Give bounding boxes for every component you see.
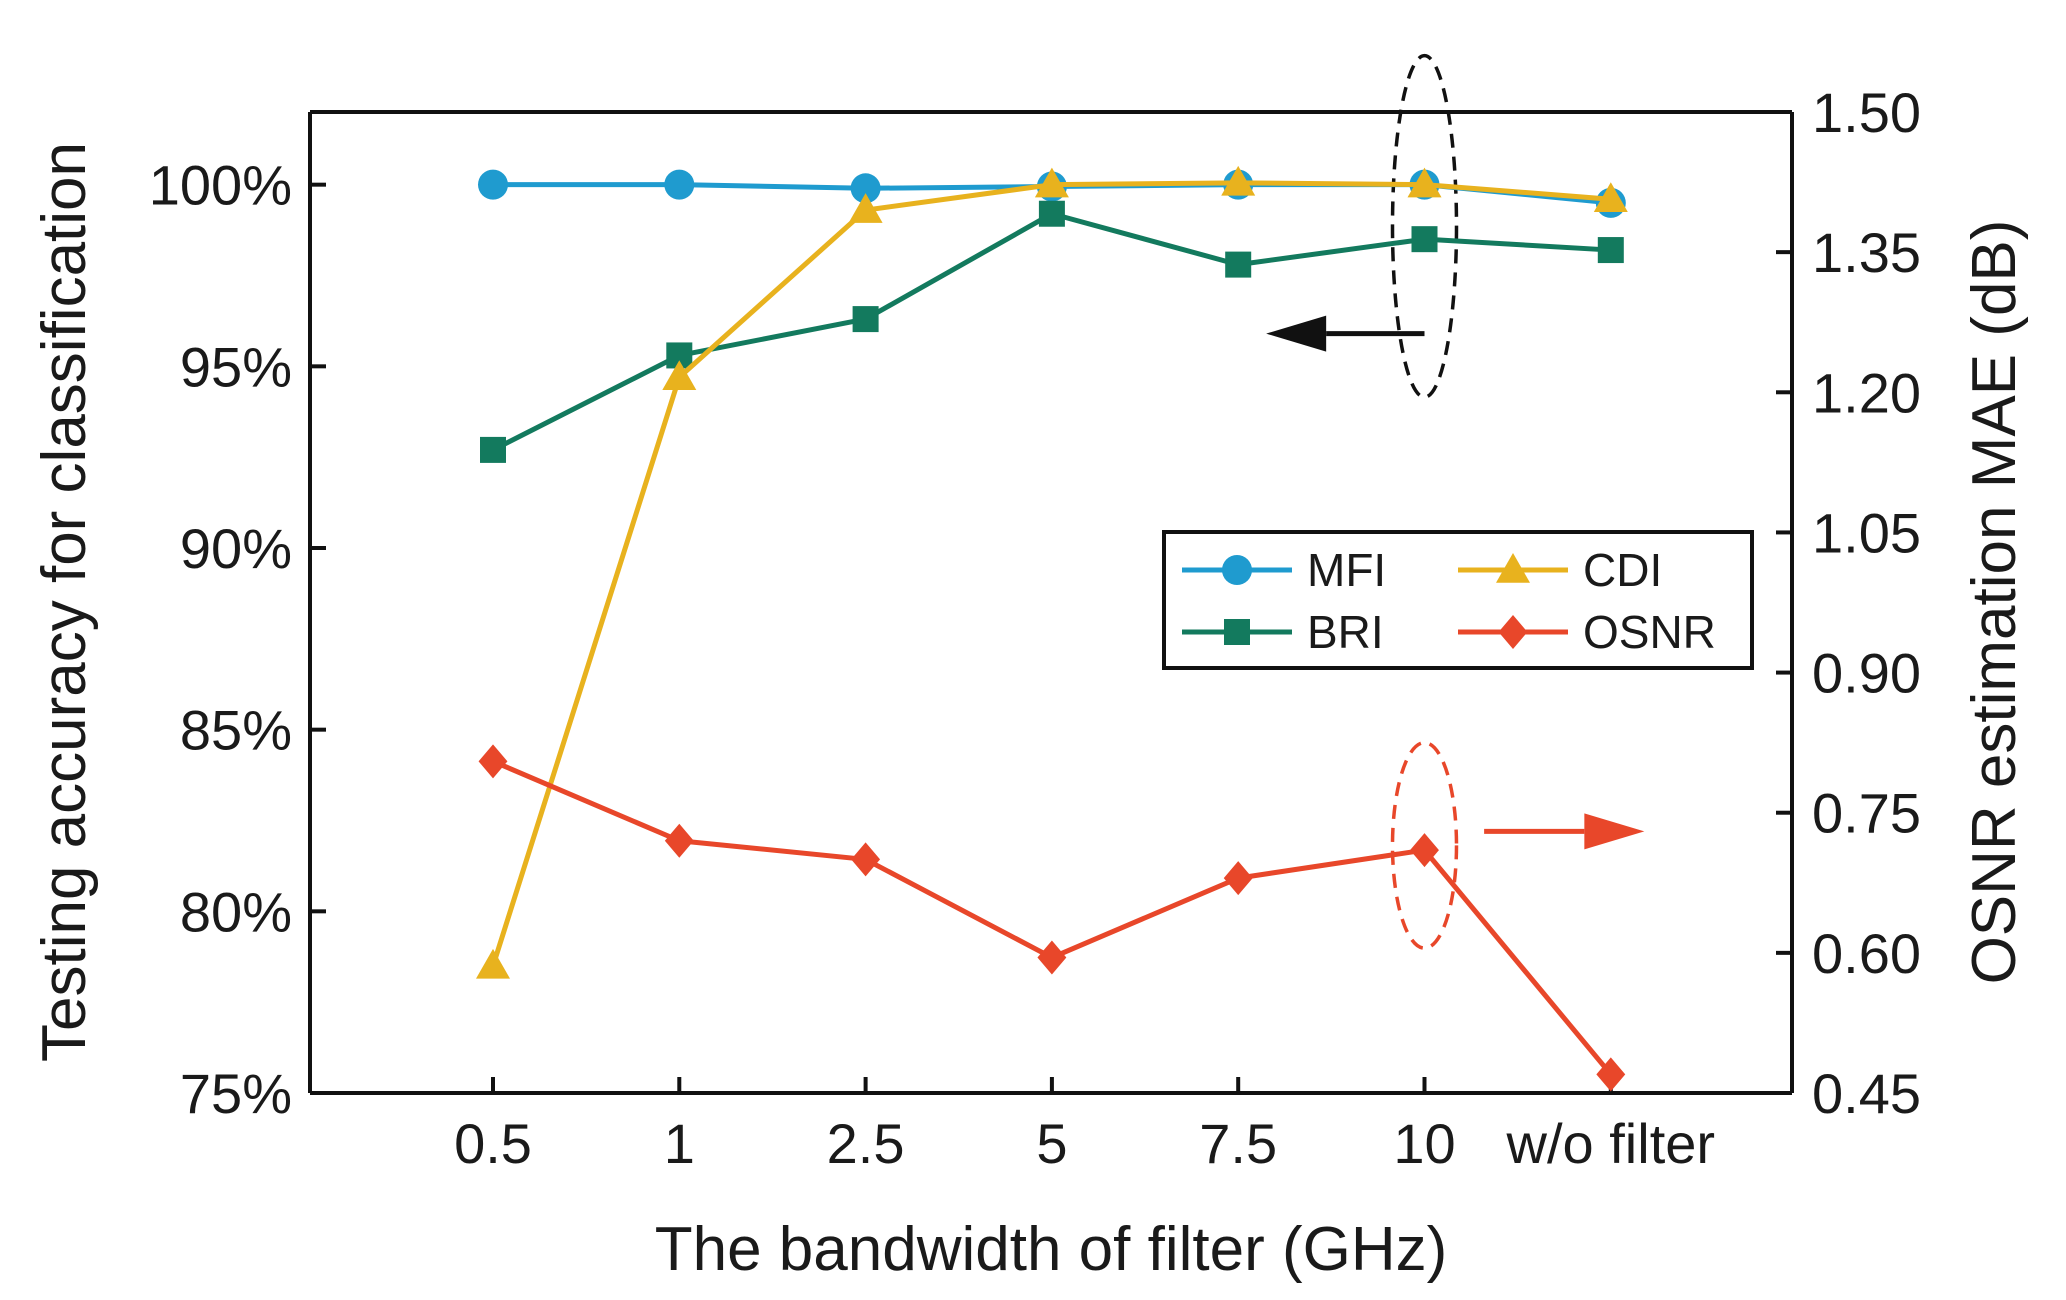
legend-marker-mfi [1222,555,1252,585]
point-bri [480,436,506,463]
annotation-arrow-head [1584,813,1645,850]
left-y-tick-label: 80% [180,880,292,943]
point-osnr [1410,833,1439,868]
right-y-ticks: 0.45 0.60 0.75 0.90 1.05 1.20 1.35 1.50 [1776,81,1921,1125]
point-osnr [1037,940,1067,975]
x-tick-label: 7.5 [1199,1112,1277,1175]
point-bri [1597,237,1624,264]
legend-marker-cdi [1496,553,1530,583]
point-bri [1411,226,1438,253]
point-mfi [664,169,695,200]
annotations [1266,53,1645,950]
legend-label-cdi: CDI [1583,544,1662,596]
point-bri [852,306,879,333]
right-y-tick-label: 1.35 [1812,221,1921,284]
left-y-tick-label: 95% [180,335,292,398]
left-y-tick-label: 100% [149,154,292,217]
annotation-ellipse [1390,53,1459,399]
point-mfi [850,173,881,204]
left-y-axis-title: Testing accuracy for classification [30,142,99,1062]
legend-marker-osnr [1498,615,1528,649]
right-y-tick-label: 1.50 [1812,81,1921,144]
point-osnr [851,842,881,877]
legend-label-bri: BRI [1307,606,1384,658]
x-tick-label: 10 [1393,1112,1455,1175]
right-y-tick-label: 0.60 [1812,922,1921,985]
right-y-tick-label: 1.05 [1812,501,1921,564]
left-y-tick-label: 75% [180,1062,292,1125]
left-y-tick-label: 85% [180,699,292,762]
point-bri [1225,251,1252,278]
legend-items: MFI CDI BRI OSNR [1182,544,1716,658]
x-tick-label: 2.5 [827,1112,905,1175]
legend-box [1162,530,1754,670]
point-osnr [1596,1057,1626,1092]
series-line-bri [491,211,1611,453]
x-tick-label: w/o filter [1506,1112,1716,1175]
right-y-axis-title: OSNR estimation MAE (dB) [1960,220,2029,985]
point-bri [1038,200,1065,227]
legend-label-osnr: OSNR [1583,606,1716,658]
right-y-tick-label: 0.45 [1812,1062,1921,1125]
point-osnr [1223,861,1253,896]
point-cdi [1407,167,1442,198]
point-cdi [662,360,697,390]
left-y-ticks: 75% 80% 85% 90% 95% 100% [149,154,326,1125]
x-axis-title: The bandwidth of filter (GHz) [655,1215,1448,1284]
series-line-osnr [492,759,1613,1076]
point-cdi [1593,182,1628,212]
right-y-tick-label: 0.75 [1812,782,1921,845]
point-cdi [476,948,510,979]
left-y-tick-label: 90% [180,517,292,580]
legend-label-mfi: MFI [1307,544,1386,596]
point-cdi [1034,167,1069,198]
x-tick-label: 0.5 [454,1112,532,1175]
annotation-ellipse [1390,740,1459,950]
x-ticks: 0.5 1 2.5 5 7.5 10 w/o filter [454,1077,1715,1175]
point-osnr [664,823,694,858]
annotation-arrow-head [1266,315,1327,352]
point-cdi [848,193,883,223]
x-tick-label: 1 [664,1112,695,1175]
point-osnr [478,744,508,779]
right-y-tick-label: 1.20 [1812,361,1921,424]
legend-marker-bri [1224,619,1250,645]
series-layer [476,165,1628,1092]
point-mfi [478,169,508,200]
right-y-tick-label: 0.90 [1812,642,1921,705]
x-tick-label: 5 [1036,1112,1067,1175]
legend: MFI CDI BRI OSNR [1162,530,1754,670]
point-cdi [1221,165,1256,196]
